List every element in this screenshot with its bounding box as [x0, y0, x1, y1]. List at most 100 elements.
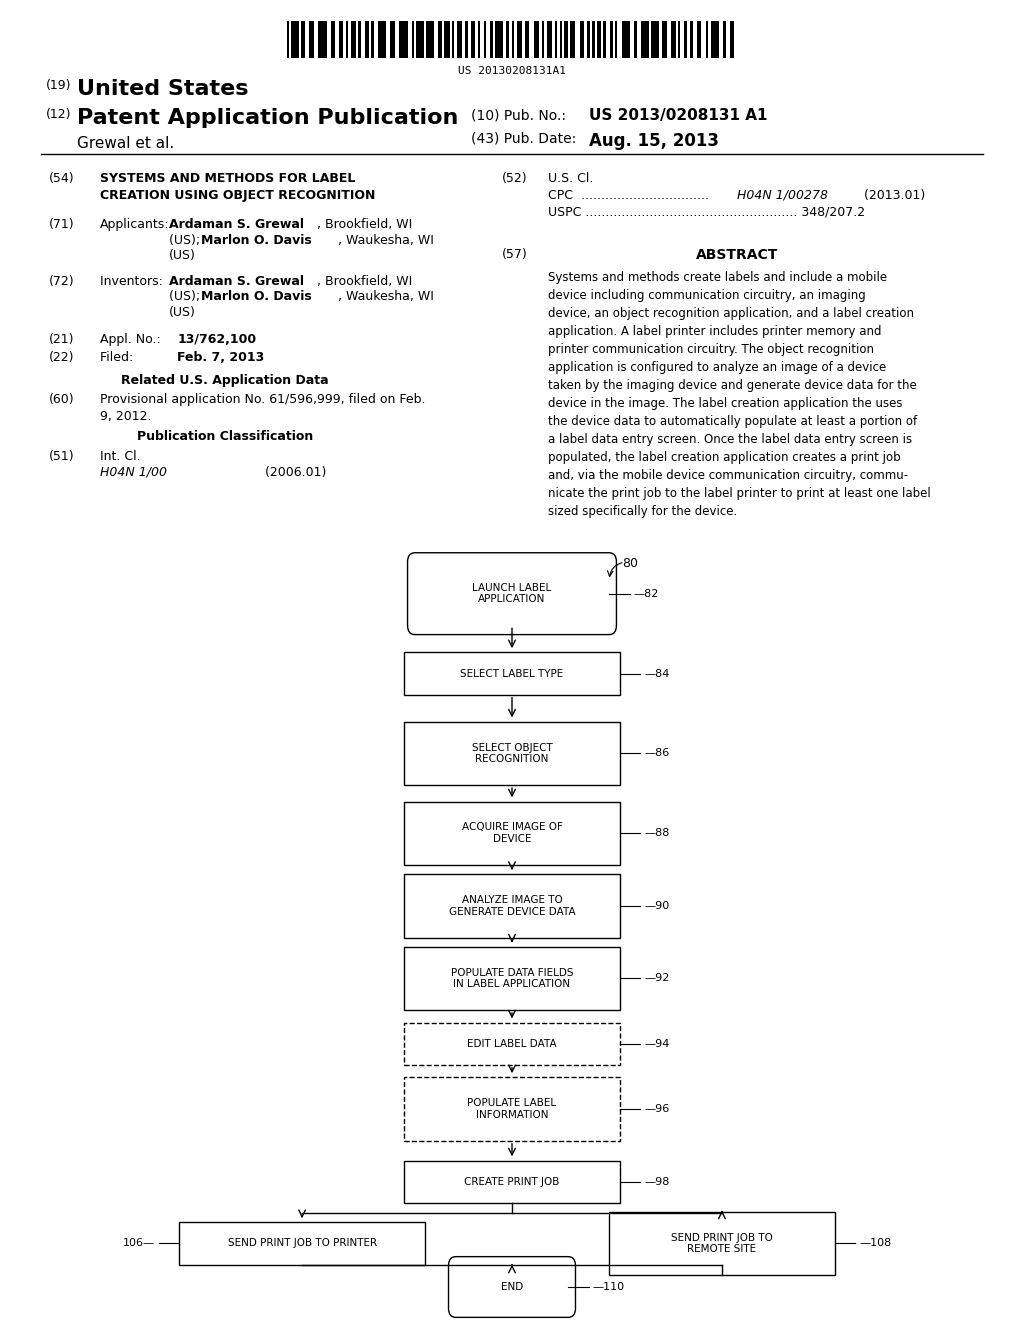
Text: —108: —108	[859, 1238, 891, 1249]
Text: SEND PRINT JOB TO
REMOTE SITE: SEND PRINT JOB TO REMOTE SITE	[671, 1233, 773, 1254]
Text: United States: United States	[77, 79, 248, 99]
Bar	[662, 21, 667, 58]
FancyBboxPatch shape	[449, 1257, 575, 1317]
Text: Appl. No.:: Appl. No.:	[100, 333, 165, 346]
Text: LAUNCH LABEL
APPLICATION: LAUNCH LABEL APPLICATION	[472, 583, 552, 605]
Text: SELECT LABEL TYPE: SELECT LABEL TYPE	[461, 668, 563, 678]
Bar	[603, 21, 606, 58]
Bar	[570, 21, 575, 58]
Bar	[517, 21, 522, 58]
Text: Aug. 15, 2013: Aug. 15, 2013	[589, 132, 719, 150]
Bar	[506, 21, 509, 58]
Bar	[301, 21, 305, 58]
Bar	[404, 874, 620, 937]
Text: , Brookfield, WI: , Brookfield, WI	[317, 275, 413, 288]
Text: —92: —92	[644, 973, 670, 983]
Bar	[547, 21, 552, 58]
Text: Grewal et al.: Grewal et al.	[77, 136, 174, 150]
Text: (54): (54)	[49, 172, 75, 185]
Text: (12): (12)	[46, 108, 72, 121]
Text: H04N 1/00278: H04N 1/00278	[737, 189, 828, 202]
Text: 13/762,100: 13/762,100	[177, 333, 256, 346]
Bar	[597, 21, 601, 58]
Text: USPC ..................................................... 348/207.2: USPC ...................................…	[548, 206, 865, 219]
Text: H04N 1/00: H04N 1/00	[100, 466, 167, 479]
Text: Marlon O. Davis: Marlon O. Davis	[201, 234, 311, 247]
Text: Marlon O. Davis: Marlon O. Davis	[201, 290, 311, 304]
Bar	[684, 21, 687, 58]
Text: —88: —88	[644, 828, 670, 838]
Text: CPC  ................................: CPC ................................	[548, 189, 713, 202]
Text: Applicants:: Applicants:	[100, 218, 170, 231]
Text: —90: —90	[644, 900, 670, 911]
Text: (60): (60)	[49, 393, 75, 407]
Bar	[615, 21, 617, 58]
Text: (21): (21)	[49, 333, 75, 346]
Bar	[651, 21, 659, 58]
Bar	[587, 21, 590, 58]
Bar	[444, 21, 450, 58]
FancyBboxPatch shape	[408, 553, 616, 635]
Text: ANALYZE IMAGE TO
GENERATE DEVICE DATA: ANALYZE IMAGE TO GENERATE DEVICE DATA	[449, 895, 575, 916]
Text: Feb. 7, 2013: Feb. 7, 2013	[177, 351, 264, 364]
Bar	[399, 21, 408, 58]
Text: , Waukesha, WI: , Waukesha, WI	[338, 290, 434, 304]
Bar	[287, 21, 289, 58]
Bar	[641, 21, 649, 58]
Bar	[404, 801, 620, 865]
Text: —82: —82	[634, 589, 659, 599]
Bar	[358, 21, 361, 58]
Text: (43) Pub. Date:: (43) Pub. Date:	[471, 132, 577, 147]
Bar	[404, 1160, 620, 1203]
Bar	[495, 21, 503, 58]
Bar	[711, 21, 719, 58]
Text: ABSTRACT: ABSTRACT	[696, 248, 778, 263]
Bar	[592, 21, 595, 58]
Text: SYSTEMS AND METHODS FOR LABEL
CREATION USING OBJECT RECOGNITION: SYSTEMS AND METHODS FOR LABEL CREATION U…	[100, 172, 376, 202]
Bar	[465, 21, 468, 58]
Text: —98: —98	[644, 1176, 670, 1187]
Text: Int. Cl.: Int. Cl.	[100, 450, 141, 463]
Text: —84: —84	[644, 668, 670, 678]
Bar	[471, 21, 475, 58]
Text: (22): (22)	[49, 351, 75, 364]
Bar	[351, 21, 356, 58]
Text: (US): (US)	[169, 306, 196, 319]
Text: (19): (19)	[46, 79, 72, 92]
Bar	[671, 21, 676, 58]
Text: CREATE PRINT JOB: CREATE PRINT JOB	[464, 1176, 560, 1187]
Text: —94: —94	[644, 1039, 670, 1049]
Text: Ardaman S. Grewal: Ardaman S. Grewal	[169, 218, 304, 231]
Bar	[179, 1222, 425, 1265]
Bar	[484, 21, 486, 58]
Bar	[534, 21, 539, 58]
Bar	[416, 21, 424, 58]
Bar	[697, 21, 701, 58]
Bar	[580, 21, 584, 58]
Bar	[690, 21, 693, 58]
Bar	[452, 21, 454, 58]
Text: ACQUIRE IMAGE OF
DEVICE: ACQUIRE IMAGE OF DEVICE	[462, 822, 562, 843]
Bar	[404, 1077, 620, 1140]
Bar	[542, 21, 544, 58]
Bar	[346, 21, 348, 58]
Bar	[390, 21, 395, 58]
Text: Systems and methods create labels and include a mobile
device including communic: Systems and methods create labels and in…	[548, 271, 931, 517]
Text: US 2013/0208131 A1: US 2013/0208131 A1	[589, 108, 767, 123]
Bar	[318, 21, 327, 58]
Bar	[678, 21, 680, 58]
Bar	[723, 21, 726, 58]
Bar	[404, 652, 620, 694]
Text: —96: —96	[644, 1104, 670, 1114]
Text: —110: —110	[593, 1282, 625, 1292]
Text: 106—: 106—	[123, 1238, 155, 1249]
Bar	[555, 21, 557, 58]
Text: Patent Application Publication: Patent Application Publication	[77, 108, 458, 128]
Text: (71): (71)	[49, 218, 75, 231]
Bar	[730, 21, 734, 58]
Text: (57): (57)	[502, 248, 527, 261]
Bar	[309, 21, 314, 58]
Bar	[404, 946, 620, 1010]
Bar	[426, 21, 434, 58]
Text: —86: —86	[644, 748, 670, 759]
